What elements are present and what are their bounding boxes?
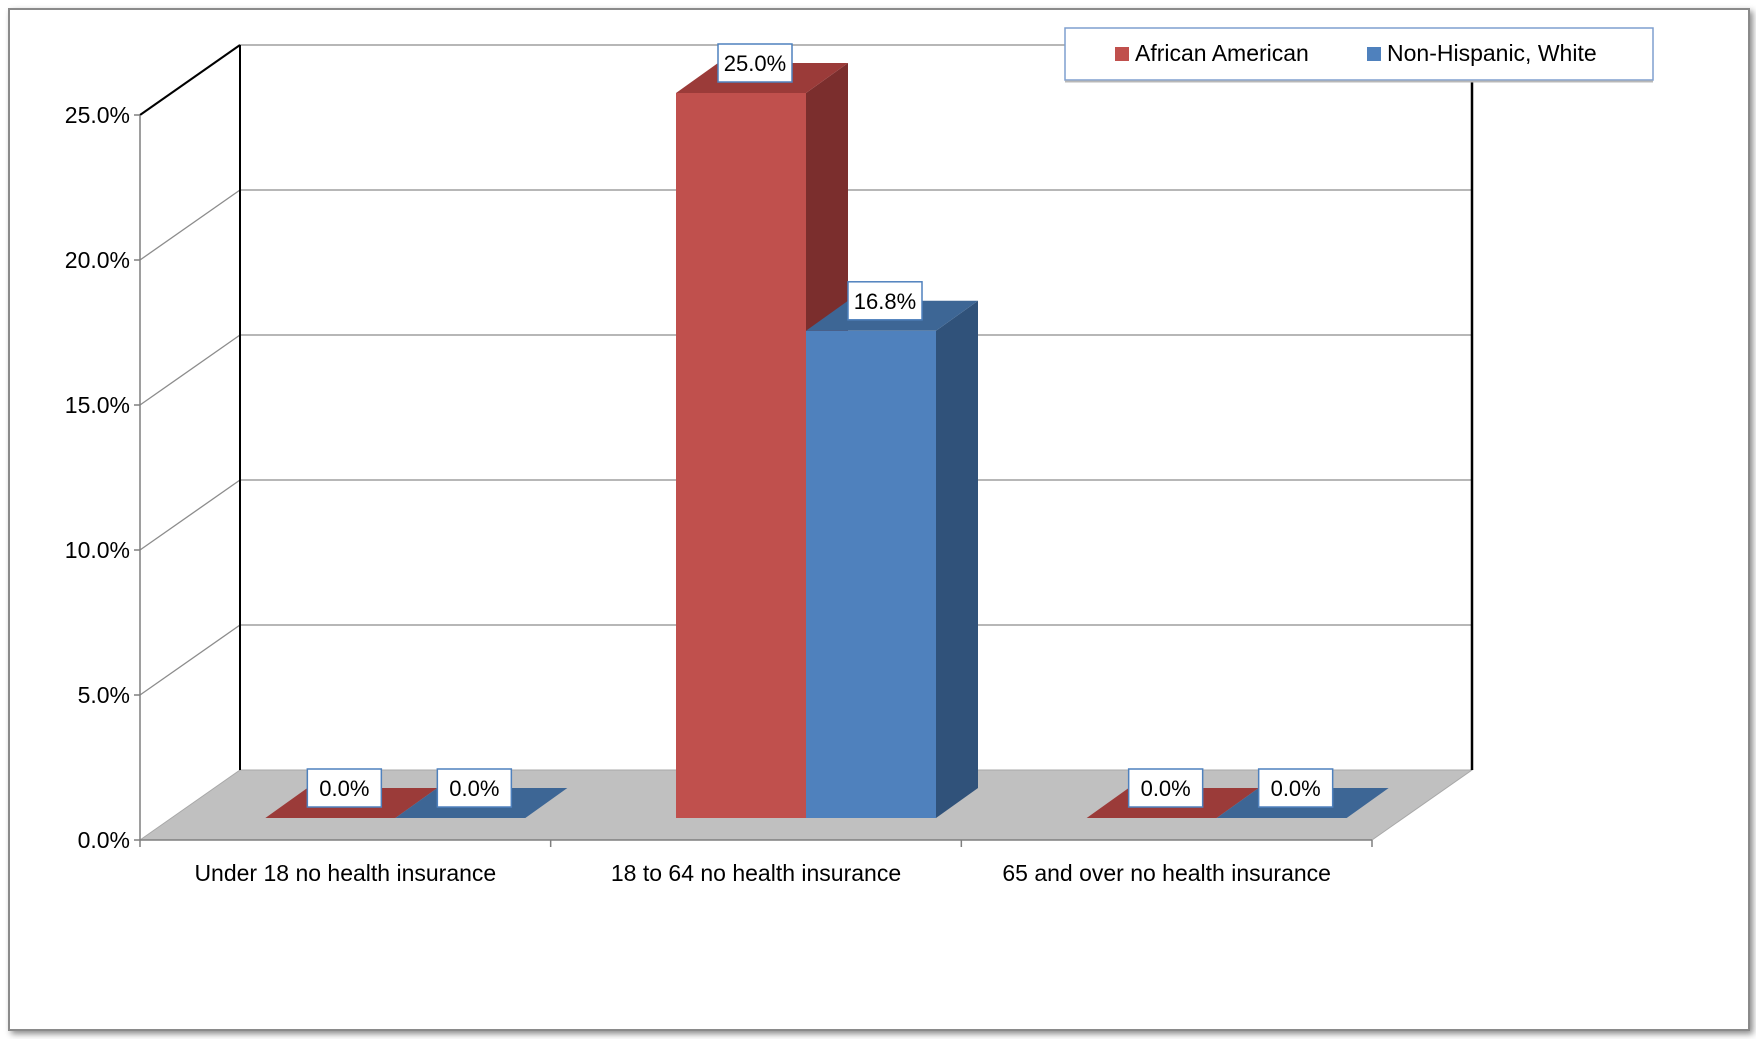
y-tick-label: 15.0% bbox=[65, 392, 130, 418]
chart-canvas: 0.0% 5.0% 10.0% 15.0% 20.0% 25.0% Under 18 no … bbox=[65, 27, 1654, 886]
legend-swatch bbox=[1367, 47, 1381, 61]
legend-label: African American bbox=[1135, 40, 1309, 66]
data-label-text: 0.0% bbox=[1141, 776, 1191, 801]
x-category-label: 18 to 64 no health insurance bbox=[611, 860, 901, 886]
x-category-label: 65 and over no health insurance bbox=[1002, 860, 1331, 886]
y-tick-label: 0.0% bbox=[78, 827, 130, 853]
bars bbox=[265, 63, 1389, 818]
data-label: 0.0% bbox=[436, 768, 513, 808]
legend-box bbox=[1064, 27, 1654, 81]
y-tick-label: 25.0% bbox=[65, 102, 130, 128]
data-label-box bbox=[1257, 768, 1334, 808]
legend-label: Non-Hispanic, White bbox=[1387, 40, 1597, 66]
data-label-text: 16.8% bbox=[854, 289, 916, 314]
side-gridline bbox=[139, 189, 241, 261]
data-label: 0.0% bbox=[306, 768, 383, 808]
data-label-box bbox=[1127, 768, 1204, 808]
chart-frame: 0.0% 5.0% 10.0% 15.0% 20.0% 25.0% Under 18 no … bbox=[8, 8, 1750, 1031]
data-label: 25.0% bbox=[717, 43, 793, 83]
data-label-text: 25.0% bbox=[724, 51, 786, 76]
side-gridline bbox=[139, 334, 241, 406]
data-label: 0.0% bbox=[1127, 768, 1204, 808]
data-label: 16.8% bbox=[847, 281, 923, 321]
data-labels: 0.0% 25.0% 0.0% 0.0% 16.8% 0.0% bbox=[306, 43, 1334, 808]
data-label: 0.0% bbox=[1257, 768, 1334, 808]
bar-side-face bbox=[936, 300, 978, 818]
bar-front-face bbox=[806, 330, 936, 818]
data-label-text: 0.0% bbox=[1271, 776, 1321, 801]
legend-swatch bbox=[1115, 47, 1129, 61]
y-tick-label: 5.0% bbox=[78, 682, 130, 708]
data-label-box bbox=[306, 768, 383, 808]
data-label-box bbox=[717, 43, 793, 83]
legend: African American Non-Hispanic, White bbox=[1064, 27, 1654, 83]
axes: 0.0% 5.0% 10.0% 15.0% 20.0% 25.0% Under 18 no … bbox=[65, 44, 1474, 886]
y-tick-label: 20.0% bbox=[65, 247, 130, 273]
data-label-text: 0.0% bbox=[449, 776, 499, 801]
x-category-label: Under 18 no health insurance bbox=[194, 860, 496, 886]
data-label-box bbox=[436, 768, 513, 808]
data-label-text: 0.0% bbox=[319, 776, 369, 801]
bar bbox=[806, 300, 978, 818]
side-gridline bbox=[139, 624, 241, 696]
y-tick-label: 10.0% bbox=[65, 537, 130, 563]
data-label-box bbox=[847, 281, 923, 321]
side-wall-top-edge bbox=[139, 44, 241, 116]
side-gridline bbox=[139, 479, 241, 551]
bar-front-face bbox=[676, 93, 806, 818]
